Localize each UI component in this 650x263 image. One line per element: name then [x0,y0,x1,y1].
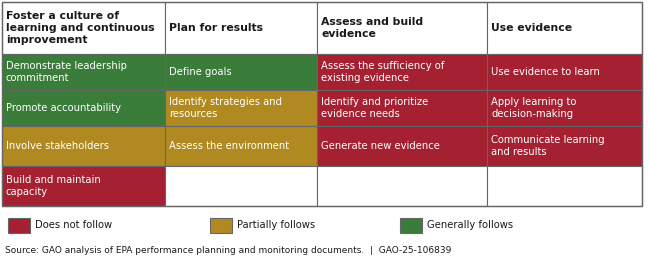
Bar [2,90,165,126]
Bar [2,126,165,166]
Text: Involve stakeholders: Involve stakeholders [6,141,109,151]
Text: Define goals: Define goals [169,67,231,77]
Text: Partially follows: Partially follows [237,220,315,230]
Text: Generally follows: Generally follows [427,220,513,230]
Text: Apply learning to
decision-making: Apply learning to decision-making [491,97,577,119]
Bar [210,218,232,232]
Text: Assess the environment: Assess the environment [169,141,289,151]
Bar [487,166,642,206]
Bar [2,166,165,206]
Bar [487,90,642,126]
Text: Use evidence to learn: Use evidence to learn [491,67,600,77]
Bar [2,2,165,54]
Bar [165,126,317,166]
Text: Use evidence: Use evidence [491,23,572,33]
Bar [487,126,642,166]
Bar [165,54,317,90]
Text: Identify strategies and
resources: Identify strategies and resources [169,97,282,119]
Bar [165,2,317,54]
Text: Assess and build
evidence: Assess and build evidence [321,17,423,39]
Bar [165,166,317,206]
Text: Foster a culture of
learning and continuous
improvement: Foster a culture of learning and continu… [6,11,155,45]
Bar [317,166,487,206]
Text: Plan for results: Plan for results [169,23,263,33]
Text: Does not follow: Does not follow [35,220,112,230]
Bar [487,54,642,90]
Text: Assess the sufficiency of
existing evidence: Assess the sufficiency of existing evide… [321,61,445,83]
Text: Promote accountability: Promote accountability [6,103,121,113]
Bar [317,90,487,126]
Text: Source: GAO analysis of EPA performance planning and monitoring documents.  |  G: Source: GAO analysis of EPA performance … [5,246,451,255]
Text: Build and maintain
capacity: Build and maintain capacity [6,175,101,197]
Bar [8,218,30,232]
Bar [487,2,642,54]
Bar [2,2,642,206]
Text: Communicate learning
and results: Communicate learning and results [491,135,604,157]
Bar [317,126,487,166]
Bar [317,2,487,54]
Bar [400,218,422,232]
Bar [2,54,165,90]
Text: Identify and prioritize
evidence needs: Identify and prioritize evidence needs [321,97,428,119]
Bar [317,54,487,90]
Bar [165,90,317,126]
Text: Generate new evidence: Generate new evidence [321,141,440,151]
Text: Demonstrate leadership
commitment: Demonstrate leadership commitment [6,61,127,83]
